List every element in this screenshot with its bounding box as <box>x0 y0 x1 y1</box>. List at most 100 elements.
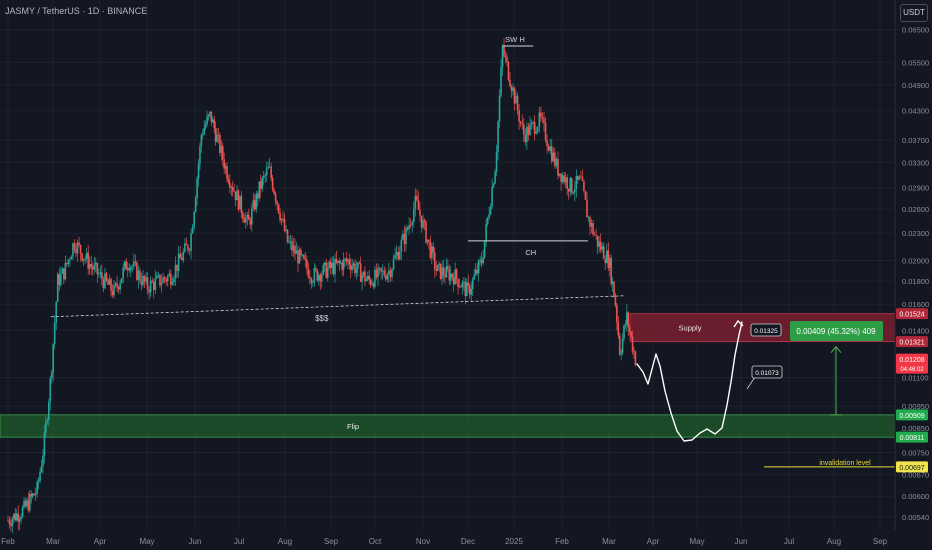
candle-body <box>510 86 513 92</box>
projection-arrowhead <box>733 319 744 328</box>
candle-body <box>82 258 85 261</box>
candle-body <box>261 177 264 189</box>
candle-body <box>581 176 584 182</box>
candle-body <box>491 186 493 207</box>
candle-body <box>388 270 390 275</box>
candle-body <box>73 243 76 250</box>
candle-body <box>449 273 452 281</box>
candle-body <box>377 267 379 278</box>
currency-button[interactable]: USDT <box>900 4 928 22</box>
candle-body <box>149 280 152 293</box>
price-tag-label: 0.01524 <box>899 312 924 319</box>
candle-body <box>56 274 59 302</box>
y-tick-label: 0.00600 <box>902 492 929 501</box>
candle-body <box>464 281 467 297</box>
candle-body <box>276 201 278 205</box>
price-tag-label: 0.00811 <box>900 435 925 442</box>
candle-body <box>495 152 498 172</box>
candle-body <box>219 135 221 153</box>
candle-body <box>104 273 106 289</box>
candle-body <box>633 351 635 353</box>
candle-body <box>152 282 155 290</box>
candle-body <box>477 260 480 274</box>
candle-body <box>374 269 376 287</box>
candle-body <box>604 258 607 263</box>
candle-body <box>362 271 365 276</box>
candle-body <box>538 112 541 128</box>
price-axis-bg <box>895 0 932 550</box>
candle-body <box>253 200 256 210</box>
candle-body <box>448 269 451 281</box>
price-tag-label: 0.00909 <box>899 413 924 420</box>
candle-body <box>90 264 93 267</box>
candle-body <box>133 261 135 267</box>
candle-body <box>431 246 433 258</box>
candle-body <box>395 252 398 256</box>
candle-body <box>335 258 338 263</box>
time-axis[interactable]: Feb Mar Apr May Jun Jul Aug Sep Oct Nov Dec 2025 Feb… <box>1 537 888 546</box>
candle-body <box>552 152 555 162</box>
candle-body <box>197 163 200 179</box>
candle-body <box>267 166 269 169</box>
candle-body <box>461 282 464 288</box>
candle-body <box>108 279 111 285</box>
candle-body <box>220 145 223 153</box>
candle-body <box>342 258 345 270</box>
candle-body <box>516 95 519 111</box>
symbol-title[interactable]: JASMY / TetherUS · 1D · BINANCE <box>5 6 148 16</box>
candle-body <box>271 177 274 190</box>
measure-box <box>790 321 883 341</box>
candle-body <box>479 259 481 261</box>
candle-body <box>216 134 218 142</box>
candle-body <box>168 273 171 276</box>
candle-body <box>297 250 299 264</box>
candle-body <box>21 507 24 518</box>
candle-body <box>544 122 547 141</box>
candle-body <box>316 269 319 281</box>
candle-body <box>234 191 237 200</box>
x-tick-label: Feb <box>1 537 15 546</box>
candle-body <box>223 159 225 169</box>
candle-body <box>416 195 418 200</box>
y-tick-label: 0.02600 <box>902 205 929 214</box>
candle-body <box>425 221 427 243</box>
candle-body <box>255 193 258 210</box>
candle-body <box>535 131 538 134</box>
candle-body <box>492 183 495 187</box>
candle-body <box>37 480 40 483</box>
y-tick-label: 0.03700 <box>902 136 929 145</box>
candle-body <box>546 140 548 147</box>
candle-body <box>331 262 333 269</box>
price-axis[interactable]: 0.06500 0.05500 0.04900 0.04300 0.03700 0.033… <box>902 26 929 522</box>
candle-body <box>357 262 359 270</box>
candle-body <box>455 269 458 279</box>
candle-body <box>397 252 400 260</box>
candle-body <box>199 145 201 164</box>
candle-body <box>318 274 320 281</box>
candle-body <box>400 239 403 252</box>
candle-body <box>53 322 56 344</box>
candle-body <box>408 224 410 230</box>
candle-body <box>471 279 474 290</box>
candle-body <box>206 116 208 125</box>
x-tick-label: Apr <box>647 537 660 546</box>
candle-body <box>583 181 585 192</box>
candle-body <box>107 280 109 285</box>
candle-body <box>8 520 11 525</box>
candle-body <box>14 513 17 521</box>
candle-body <box>160 282 163 286</box>
candle-body <box>429 241 432 258</box>
candle-body <box>577 175 579 180</box>
x-tick-label: Oct <box>369 537 382 546</box>
candle-body <box>129 266 132 271</box>
candle-body <box>93 264 96 270</box>
candle-body <box>339 262 342 264</box>
y-tick-label: 0.01600 <box>902 300 929 309</box>
candle-body <box>621 338 624 354</box>
candle-body <box>578 176 581 180</box>
candle-body <box>148 289 150 293</box>
candle-body <box>618 335 621 355</box>
candle-body <box>111 290 114 296</box>
candle-body <box>131 266 134 268</box>
